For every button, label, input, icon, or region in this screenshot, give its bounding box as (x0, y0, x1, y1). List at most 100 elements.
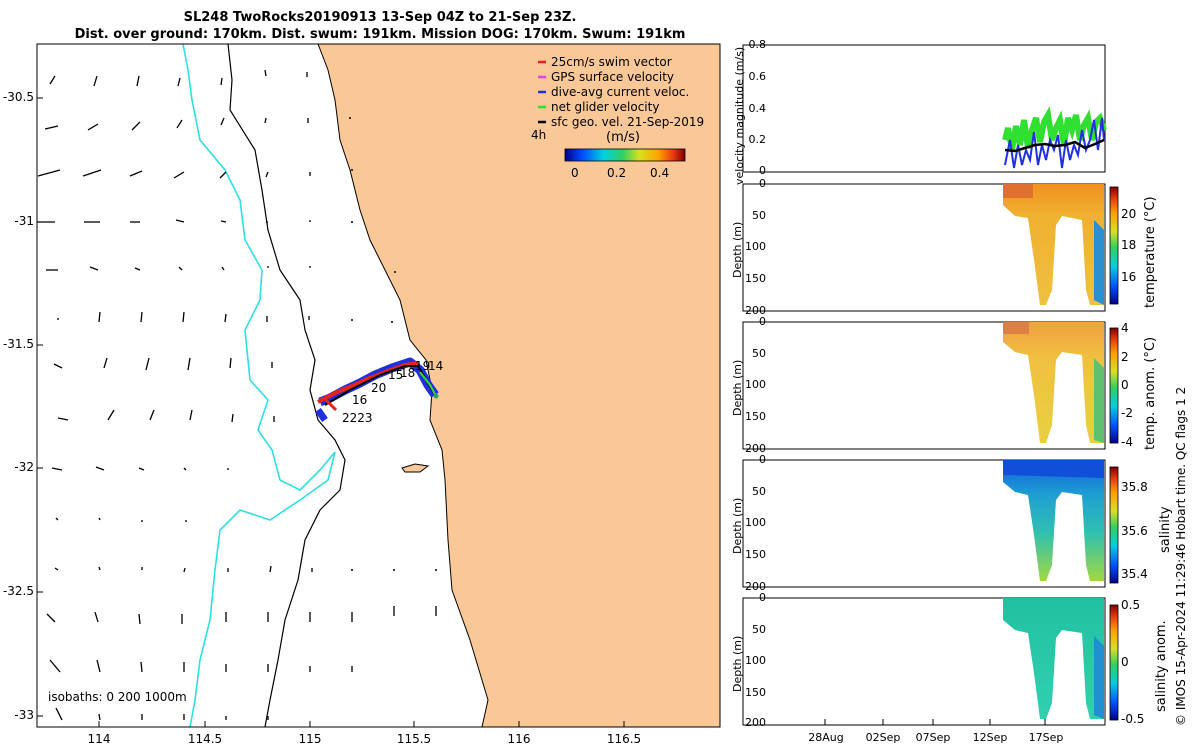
time-tick-label: 02Sep (865, 731, 901, 744)
colorbar-tick: 18 (1121, 238, 1137, 252)
track-day-label: 15 (388, 368, 404, 382)
velocity-series (1002, 106, 1107, 169)
depth-ytick: 150 (745, 410, 766, 423)
velocity-ytick: 0.2 (748, 133, 767, 146)
depth-ylabel: Depth (m) (731, 497, 744, 554)
lon-tick-label: 116 (507, 732, 531, 746)
depth-ytick: 150 (745, 272, 766, 285)
depth-ytick: 150 (745, 686, 766, 699)
lon-tick-label: 114 (87, 732, 111, 746)
depth-ytick: 150 (745, 548, 766, 561)
speed-colorbar-tick: 0.4 (650, 166, 670, 180)
colorbar-label: salinity (1158, 506, 1173, 553)
depth-ytick: 100 (745, 240, 766, 253)
lat-tick-label: -32 (14, 460, 34, 474)
colorbar-tick: 16 (1121, 270, 1137, 284)
colorbar-tick: 35.6 (1121, 524, 1148, 538)
colorbar-tick: -0.5 (1121, 712, 1145, 726)
time-tick-label: 12Sep (972, 731, 1008, 744)
lon-tick-label: 115.5 (396, 732, 432, 746)
temperature-section (1003, 184, 1104, 305)
lat-tick-label: -31 (14, 214, 34, 228)
plot-title-line2: Dist. over ground: 170km. Dist. swum: 19… (74, 27, 686, 42)
depth-ytick: 200 (745, 442, 766, 455)
lon-tick-label: 116.5 (606, 732, 642, 746)
lon-tick-label: 115 (298, 732, 322, 746)
colorbar-tick: 0 (1121, 378, 1129, 392)
isobath-200m (227, 44, 346, 727)
legend-item-gps: GPS surface velocity (551, 70, 675, 84)
colorbar-label: temperature (°C) (1143, 196, 1158, 308)
track-day-label: 19 (415, 359, 431, 373)
legend-item-net: net glider velocity (551, 100, 660, 114)
speed-colorbar (564, 148, 686, 162)
plot-title-line1: SL248 TwoRocks20190913 13-Sep 04Z to 21-… (183, 10, 577, 25)
colorbar-tick: 20 (1121, 207, 1137, 221)
island (401, 463, 430, 473)
colorbar-tick: 2 (1121, 350, 1129, 364)
colorbar-tick: 35.8 (1121, 480, 1148, 494)
depth-ylabel: Depth (m) (731, 359, 744, 416)
depth-ytick: 0 (759, 453, 766, 466)
salinity-section (1003, 460, 1104, 581)
land-area (318, 44, 720, 727)
colorbar-tick: -2 (1121, 406, 1133, 420)
speed-colorbar-tick: 0 (571, 166, 579, 180)
legend-swatches (538, 60, 546, 124)
glider-track (315, 357, 439, 423)
grid-dots (349, 117, 437, 571)
credit-text: © IMOS 15-Apr-2024 11:29:46 Hobart time.… (1174, 386, 1188, 726)
isobath-1000m (182, 44, 336, 727)
temp-anom-section (1003, 322, 1104, 443)
colorbar-label: salinity anom. (1154, 620, 1169, 712)
lat-tick-label: -32.5 (2, 584, 34, 598)
legend-item-sfc-geo: sfc geo. vel. 21-Sep-2019 (551, 115, 705, 129)
depth-ytick: 100 (745, 378, 766, 391)
colorbar-tick: 35.4 (1121, 567, 1148, 581)
colorbar-tick: 0 (1121, 655, 1129, 669)
track-day-label: 14 (428, 359, 444, 373)
coastline-0m (317, 44, 489, 727)
velocity-ytick: 0.4 (748, 102, 767, 115)
time-scale-label: 4h (531, 128, 547, 142)
depth-ytick: 50 (752, 623, 766, 636)
depth-ytick: 50 (752, 209, 766, 222)
salinity-anom-section (1003, 598, 1104, 719)
depth-ytick: 0 (759, 177, 766, 190)
speed-colorbar-tick: 0.2 (607, 166, 627, 180)
depth-ytick: 50 (752, 347, 766, 360)
colorbar-label: temp. anom. (°C) (1143, 336, 1158, 450)
legend-item-swim: 25cm/s swim vector (551, 55, 672, 69)
time-tick-label: 28Aug (808, 731, 844, 744)
isobaths-label: isobaths: 0 200 1000m (48, 690, 187, 704)
track-day-label: 18 (400, 366, 416, 380)
lat-tick-label: -30.5 (2, 90, 34, 104)
speed-colorbar-label: (m/s) (606, 130, 640, 145)
colorbar-tick: -4 (1121, 435, 1133, 449)
time-tick-label: 07Sep (915, 731, 951, 744)
depth-ytick: 50 (752, 485, 766, 498)
depth-ylabel: Depth (m) (731, 221, 744, 278)
velocity-ytick: 0.8 (748, 38, 767, 51)
depth-ytick: 200 (745, 580, 766, 593)
track-day-label: 16 (352, 393, 368, 407)
current-arrows (37, 69, 437, 721)
time-tick-label: 17Sep (1028, 731, 1064, 744)
depth-ytick: 100 (745, 516, 766, 529)
depth-ytick: 0 (759, 315, 766, 328)
velocity-ytick: 0 (759, 164, 766, 177)
legend-item-dive-avg: dive-avg current veloc. (551, 85, 690, 99)
track-day-label: 2223 (342, 411, 373, 425)
track-day-label: 20 (371, 381, 387, 395)
velocity-ytick: 0.6 (748, 70, 767, 83)
depth-ytick: 200 (745, 304, 766, 317)
colorbar-tick: 4 (1121, 321, 1129, 335)
depth-ytick: 100 (745, 654, 766, 667)
depth-ylabel: Depth (m) (731, 635, 744, 692)
colorbar-tick: 0.5 (1121, 598, 1141, 612)
depth-ytick: 200 (745, 716, 766, 729)
lat-tick-label: -31.5 (2, 337, 34, 351)
lon-tick-label: 114.5 (187, 732, 223, 746)
depth-ytick: 0 (759, 591, 766, 604)
